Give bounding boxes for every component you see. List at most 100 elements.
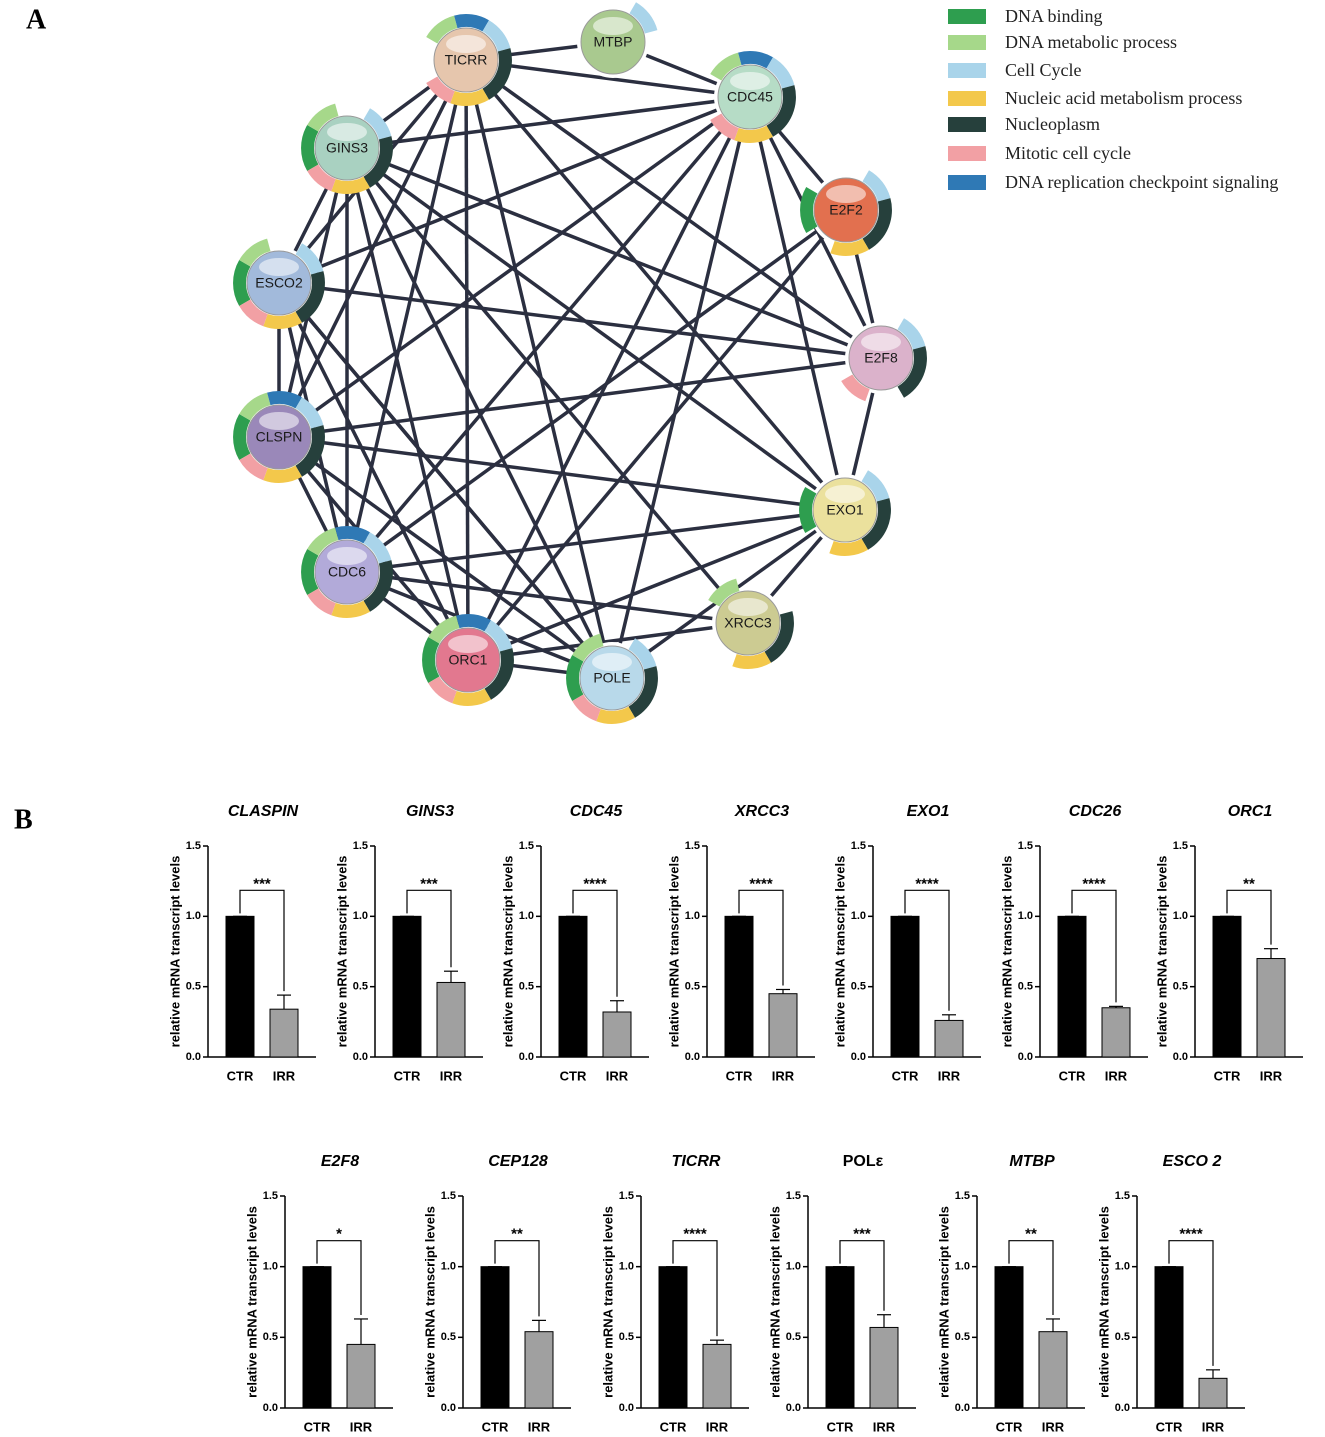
node-highlight xyxy=(826,185,866,203)
bar xyxy=(1213,916,1241,1057)
node-label: GINS3 xyxy=(326,140,368,156)
node-label: TICRR xyxy=(445,52,488,68)
bar xyxy=(481,1267,509,1408)
bar xyxy=(703,1344,731,1408)
bar xyxy=(995,1267,1023,1408)
legend-label: Nucleoplasm xyxy=(1005,114,1100,134)
node-label: ORC1 xyxy=(449,652,488,668)
y-tick-label: 1.5 xyxy=(685,840,700,852)
significance-label: ** xyxy=(1243,875,1255,892)
bar xyxy=(891,916,919,1057)
x-tick-label: CTR xyxy=(1156,1419,1183,1434)
y-axis-label: relative mRNA transcript levels xyxy=(600,1206,615,1398)
y-tick-label: 1.0 xyxy=(619,1261,634,1273)
legend-swatch xyxy=(948,9,986,24)
x-tick-label: IRR xyxy=(528,1419,551,1434)
y-tick-label: 1.5 xyxy=(1115,1190,1130,1202)
y-tick-label: 1.0 xyxy=(1173,910,1188,922)
node-highlight xyxy=(861,333,901,351)
significance-label: **** xyxy=(1179,1226,1203,1243)
node-highlight xyxy=(593,17,633,35)
significance-label: * xyxy=(336,1226,342,1243)
bar xyxy=(826,1267,854,1408)
y-tick-label: 0.5 xyxy=(619,1331,634,1343)
node-highlight xyxy=(592,653,632,671)
significance-label: *** xyxy=(853,1226,871,1243)
x-tick-label: IRR xyxy=(1202,1419,1225,1434)
node-highlight xyxy=(446,35,486,53)
y-tick-label: 1.5 xyxy=(353,840,368,852)
y-tick-label: 0.0 xyxy=(851,1051,866,1063)
bar xyxy=(725,916,753,1057)
legend-label: Cell Cycle xyxy=(1005,60,1081,80)
bar xyxy=(1155,1267,1183,1408)
x-tick-label: CTR xyxy=(304,1419,331,1434)
y-tick-label: 0.0 xyxy=(1173,1051,1188,1063)
chart-title: GINS3 xyxy=(406,803,454,820)
y-tick-label: 1.5 xyxy=(1173,840,1188,852)
node-highlight xyxy=(327,123,367,141)
significance-label: **** xyxy=(1082,875,1106,892)
y-tick-label: 0.5 xyxy=(955,1331,970,1343)
x-tick-label: CTR xyxy=(227,1068,254,1083)
node-label: CDC45 xyxy=(727,89,773,105)
y-tick-label: 0.5 xyxy=(786,1331,801,1343)
y-tick-label: 0.5 xyxy=(1115,1331,1130,1343)
y-tick-label: 1.0 xyxy=(519,910,534,922)
x-tick-label: IRR xyxy=(938,1068,961,1083)
chart-title: CEP128 xyxy=(488,1153,548,1170)
bar xyxy=(1199,1378,1227,1408)
y-tick-label: 0.5 xyxy=(263,1331,278,1343)
y-tick-label: 1.0 xyxy=(786,1261,801,1273)
node-label: CLSPN xyxy=(256,429,303,445)
x-tick-label: IRR xyxy=(1260,1068,1283,1083)
y-tick-label: 0.0 xyxy=(1115,1402,1130,1414)
y-axis-label: relative mRNA transcript levels xyxy=(936,1206,951,1398)
y-axis-label: relative mRNA transcript levels xyxy=(500,856,515,1048)
node-highlight xyxy=(327,547,367,565)
y-tick-label: 1.5 xyxy=(786,1190,801,1202)
edge xyxy=(466,60,468,660)
node-label: EXO1 xyxy=(826,502,864,518)
y-axis-label: relative mRNA transcript levels xyxy=(334,856,349,1048)
chart-title: E2F8 xyxy=(321,1153,359,1170)
y-tick-label: 0.0 xyxy=(353,1051,368,1063)
x-tick-label: CTR xyxy=(482,1419,509,1434)
node-highlight xyxy=(259,258,299,276)
bar xyxy=(935,1020,963,1057)
y-tick-label: 1.0 xyxy=(353,910,368,922)
node-label: POLE xyxy=(593,670,630,686)
bar xyxy=(525,1332,553,1408)
y-tick-label: 1.5 xyxy=(955,1190,970,1202)
x-tick-label: CTR xyxy=(394,1068,421,1083)
y-tick-label: 1.5 xyxy=(851,840,866,852)
bar xyxy=(659,1267,687,1408)
y-tick-label: 1.0 xyxy=(685,910,700,922)
y-tick-label: 1.5 xyxy=(263,1190,278,1202)
x-tick-label: CTR xyxy=(996,1419,1023,1434)
x-tick-label: IRR xyxy=(772,1068,795,1083)
chart-title: MTBP xyxy=(1009,1153,1055,1170)
legend-label: Mitotic cell cycle xyxy=(1005,143,1131,163)
y-axis-label: relative mRNA transcript levels xyxy=(422,1206,437,1398)
y-axis-label: relative mRNA transcript levels xyxy=(999,856,1014,1048)
y-tick-label: 0.5 xyxy=(1173,981,1188,993)
y-tick-label: 0.5 xyxy=(441,1331,456,1343)
panel-label: B xyxy=(14,804,33,835)
legend-swatch xyxy=(948,146,986,161)
y-tick-label: 0.0 xyxy=(786,1402,801,1414)
node-highlight xyxy=(259,412,299,430)
y-tick-label: 0.5 xyxy=(685,981,700,993)
chart-title: EXO1 xyxy=(907,803,950,820)
background xyxy=(0,0,1325,1437)
x-tick-label: IRR xyxy=(606,1068,629,1083)
bar xyxy=(1039,1332,1067,1408)
significance-label: *** xyxy=(253,875,271,892)
significance-label: **** xyxy=(583,875,607,892)
y-tick-label: 1.0 xyxy=(851,910,866,922)
y-axis-label: relative mRNA transcript levels xyxy=(1096,1206,1111,1398)
y-tick-label: 0.0 xyxy=(441,1402,456,1414)
y-tick-label: 0.0 xyxy=(519,1051,534,1063)
significance-label: **** xyxy=(683,1226,707,1243)
y-tick-label: 0.0 xyxy=(685,1051,700,1063)
